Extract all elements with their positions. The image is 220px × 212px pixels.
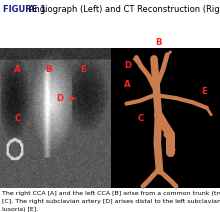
Text: The right CCA [A] and the left CCA [B] arise from a common trunk (truncus bicaro: The right CCA [A] and the left CCA [B] a… [2,191,220,196]
Text: A: A [14,66,21,74]
Text: D: D [56,94,63,103]
Text: E: E [81,66,86,74]
Text: lusoria) [E].: lusoria) [E]. [2,207,38,212]
Text: [C]. The right subclavian artery [D] arises distal to the left subclavian artery: [C]. The right subclavian artery [D] ari… [2,199,220,204]
Text: A: A [124,80,131,89]
Text: Angiograph (Left) and CT Reconstruction (Right): Angiograph (Left) and CT Reconstruction … [26,5,220,14]
Text: FIGURE 1: FIGURE 1 [3,5,46,14]
Text: B: B [45,66,52,74]
Text: B: B [155,38,162,47]
Text: E: E [202,87,207,96]
Text: C: C [138,114,144,123]
Bar [0,48,110,188]
Text: C: C [15,114,21,123]
Text: D: D [124,61,131,70]
Bar [110,48,220,188]
